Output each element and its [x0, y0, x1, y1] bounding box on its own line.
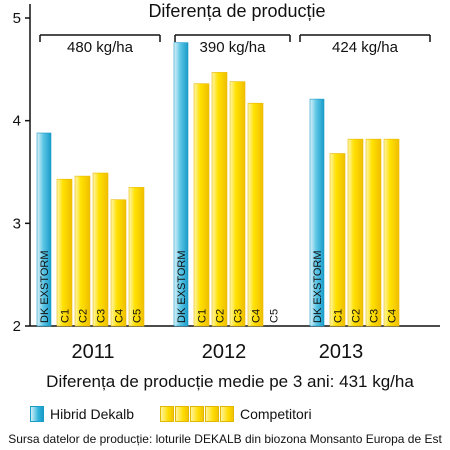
bar-label-competitor: C3 [233, 309, 245, 323]
year-label: 2011 [71, 341, 114, 363]
year-label: 2013 [319, 341, 364, 363]
bar-label-competitor: C5 [132, 309, 144, 323]
bar-competitor [56, 178, 73, 327]
bar-label-competitor: C4 [251, 309, 263, 323]
bar-label-competitor: C1 [60, 309, 72, 323]
bar-competitor [247, 102, 264, 327]
bar-hybrid [36, 132, 52, 327]
bar-hybrid [309, 98, 325, 327]
bar-competitor [383, 138, 400, 327]
bar-label-competitor: C5 [269, 309, 281, 323]
legend-competitors-swatch-2 [175, 406, 189, 422]
legend-hybrid-label: Hibrid Dekalb [50, 406, 135, 422]
chart-title: Diferența de producție [148, 1, 325, 21]
bar-competitor [211, 72, 228, 327]
labels: Diferența de producție 480 kg/ha DK EXSTOR… [39, 1, 431, 391]
bar-competitor [193, 83, 210, 327]
bar-label-competitor: C4 [114, 309, 126, 323]
bar-competitor [347, 138, 364, 327]
y-tick-label: 5 [13, 10, 21, 27]
y-tick-label: 2 [13, 318, 21, 335]
bar-competitor [329, 153, 346, 327]
bar-competitor [128, 187, 145, 327]
y-tick-label: 4 [13, 113, 21, 130]
legend-competitors-swatch-4 [205, 406, 219, 422]
bar-label-competitor: C1 [333, 309, 345, 323]
legend-competitors-label: Competitori [240, 406, 312, 422]
legend-hybrid-swatch [30, 406, 44, 422]
year-label: 2012 [202, 341, 247, 363]
bar-competitor [110, 199, 127, 327]
diff-label: 390 kg/ha [200, 39, 267, 56]
bar-competitor [229, 81, 246, 327]
bar-competitor [74, 175, 91, 327]
legend-hybrid: Hibrid Dekalb [30, 404, 134, 424]
legend-competitors-swatch-3 [190, 406, 204, 422]
bars [36, 42, 400, 327]
bar-label-hybrid: DK EXSTORM [312, 250, 324, 323]
bar-label-competitor: C3 [369, 309, 381, 323]
bar-label-competitor: C1 [197, 309, 209, 323]
bar-label-hybrid: DK EXSTORM [39, 250, 51, 323]
bar-label-competitor: C4 [387, 309, 399, 323]
average-note: Diferența de producție medie pe 3 ani: 4… [46, 372, 414, 391]
bar-label-competitor: C2 [78, 309, 90, 323]
diff-label: 424 kg/ha [332, 39, 399, 56]
bar-label-competitor: C2 [351, 309, 363, 323]
chart: 2 3 4 5 Diferența de producție 480 kg/ha DK E… [13, 1, 440, 391]
legend-competitors-swatch-1 [160, 406, 174, 422]
source-note: Sursa datelor de producție: loturile DEK… [8, 432, 442, 446]
bar-label-competitor: C3 [96, 309, 108, 323]
bar-competitor [92, 172, 109, 327]
diff-label: 480 kg/ha [67, 39, 134, 56]
legend-competitors: Competitori [160, 404, 312, 424]
bar-hybrid [173, 42, 189, 327]
bar-competitor [365, 138, 382, 327]
y-tick-label: 3 [13, 215, 21, 232]
legend-competitors-swatch-5 [220, 406, 234, 422]
bar-label-hybrid: DK EXSTORM [176, 250, 188, 323]
bar-label-competitor: C2 [215, 309, 227, 323]
